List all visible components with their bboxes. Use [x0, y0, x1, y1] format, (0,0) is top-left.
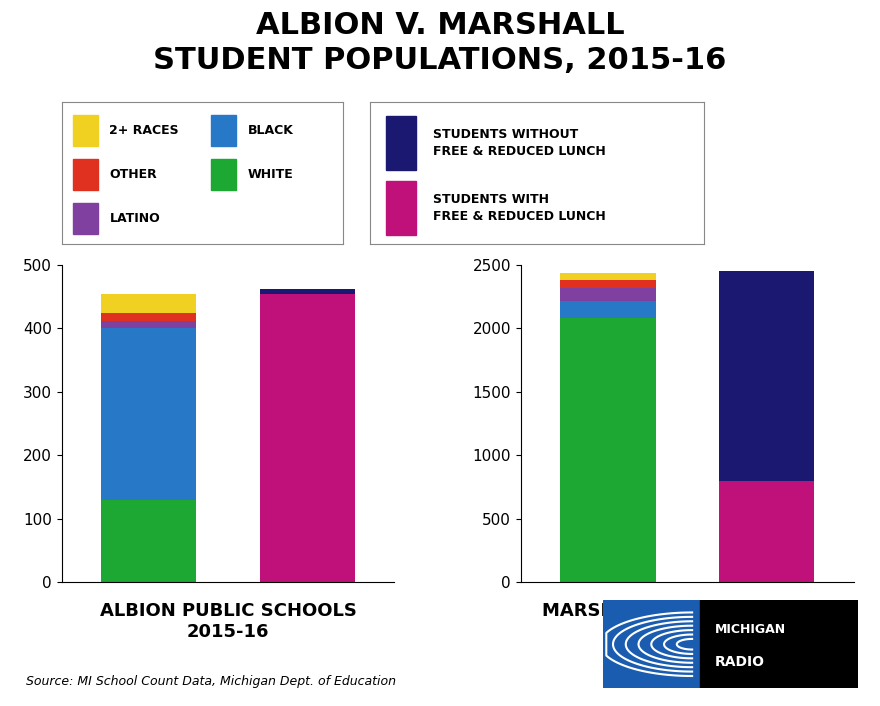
Text: Source: MI School Count Data, Michigan Dept. of Education: Source: MI School Count Data, Michigan D… — [26, 676, 396, 688]
Bar — [719, 481, 814, 582]
Text: STUDENT POPULATIONS, 2015-16: STUDENT POPULATIONS, 2015-16 — [153, 46, 727, 75]
Bar — [101, 313, 196, 321]
Text: BLACK: BLACK — [247, 124, 293, 137]
Bar — [386, 181, 416, 235]
Bar — [561, 288, 656, 301]
Bar — [719, 271, 814, 481]
Bar — [73, 115, 99, 146]
Bar — [603, 600, 700, 688]
Bar — [101, 294, 196, 313]
Text: 2+ RACES: 2+ RACES — [109, 124, 180, 137]
Bar — [561, 318, 656, 582]
Bar — [101, 500, 196, 582]
Text: LATINO: LATINO — [109, 212, 160, 225]
X-axis label: MARSHALL PUBLIC SCHOOLS
2015-16: MARSHALL PUBLIC SCHOOLS 2015-16 — [541, 602, 832, 640]
Text: STUDENTS WITH
FREE & REDUCED LUNCH: STUDENTS WITH FREE & REDUCED LUNCH — [433, 193, 606, 223]
X-axis label: ALBION PUBLIC SCHOOLS
2015-16: ALBION PUBLIC SCHOOLS 2015-16 — [99, 602, 356, 640]
Bar — [211, 115, 236, 146]
Bar — [101, 321, 196, 328]
Bar — [73, 203, 99, 234]
Bar — [561, 273, 656, 280]
Bar — [561, 280, 656, 288]
Text: OTHER: OTHER — [109, 168, 158, 181]
Bar — [73, 159, 99, 190]
Text: STUDENTS WITHOUT
FREE & REDUCED LUNCH: STUDENTS WITHOUT FREE & REDUCED LUNCH — [433, 128, 606, 158]
Bar — [211, 159, 236, 190]
Text: ALBION V. MARSHALL: ALBION V. MARSHALL — [256, 11, 624, 40]
Bar — [101, 328, 196, 500]
Text: WHITE: WHITE — [247, 168, 293, 181]
Bar — [386, 116, 416, 170]
Text: MICHIGAN: MICHIGAN — [715, 623, 786, 635]
Bar — [260, 289, 355, 294]
Text: RADIO: RADIO — [715, 655, 765, 669]
Bar — [700, 600, 858, 688]
Bar — [561, 301, 656, 318]
Bar — [260, 294, 355, 582]
